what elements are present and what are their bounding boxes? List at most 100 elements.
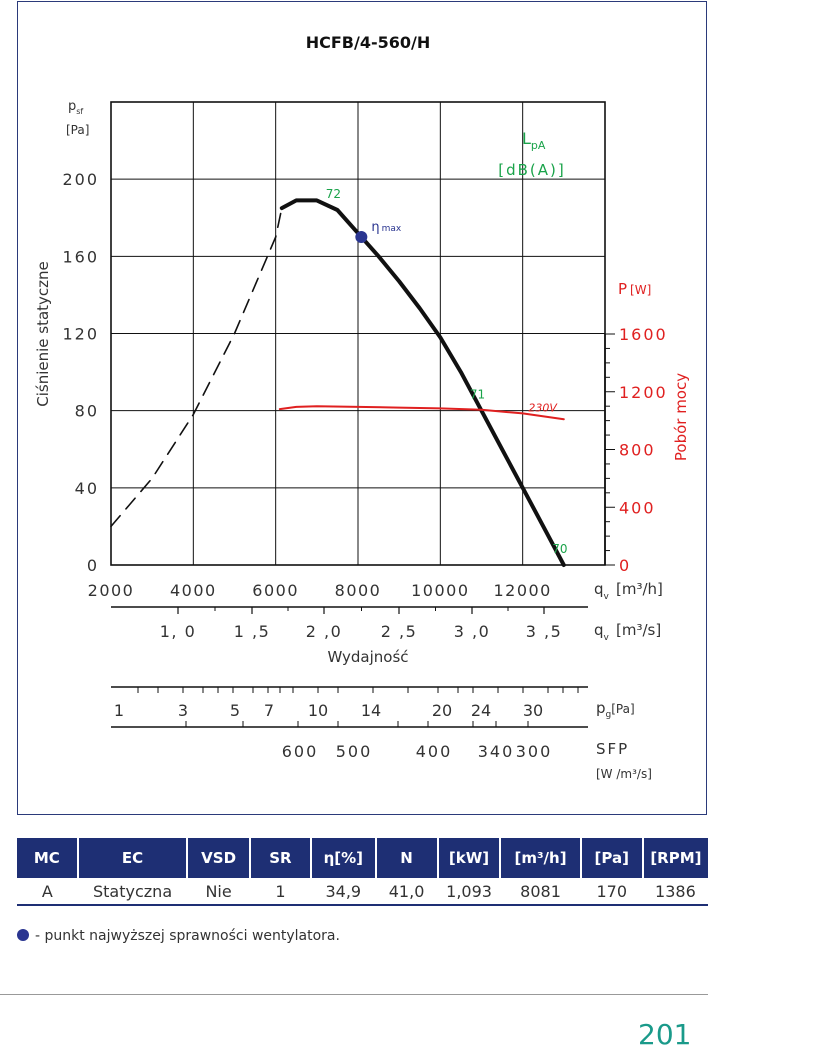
x-tick-label: 2000 — [88, 581, 135, 600]
table-cell: 34,9 — [311, 878, 376, 906]
table-cell: Nie — [187, 878, 250, 906]
lpa-point-label: 71 — [470, 388, 485, 402]
pg-axis-sub: g — [606, 710, 612, 720]
x2-tick-label: 2 ,5 — [381, 622, 418, 641]
x-tick-label: 12000 — [493, 581, 551, 600]
x-axis-symbol-letter: q — [594, 580, 604, 598]
p-tick-label: 0 — [619, 556, 631, 575]
p-axis-letter: P — [618, 280, 627, 298]
y-axis-symbol-sub: sf — [76, 107, 83, 116]
table-cell: Statyczna — [77, 878, 188, 906]
eta-max-label: η max — [371, 220, 402, 235]
sfp-tick-label: 600 — [282, 742, 319, 761]
x-tick-label: 8000 — [335, 581, 382, 600]
pg-axis-letter: p — [596, 699, 606, 717]
pg-tick-label: 5 — [230, 701, 240, 720]
pg-tick-label: 3 — [178, 701, 188, 720]
x2-axis-symbol-letter: q — [594, 621, 604, 639]
eta-max-marker: η max — [355, 220, 402, 244]
sfp-axis-unit: [W /m³/s] — [596, 767, 652, 781]
x-axis-unit-main: [m³/h] — [616, 580, 663, 598]
p-tick-label: 400 — [619, 498, 656, 517]
chart-frame: HCFB/4-560/H psf [Pa] Ciśnienie statyczn… — [17, 1, 707, 815]
sfp-axis-title: SFP — [596, 740, 629, 758]
legend-text: - punkt najwyższej sprawności wentylator… — [35, 928, 340, 944]
table-header-cell: N — [375, 838, 439, 878]
y-tick-label: 40 — [75, 479, 99, 498]
eta-max-point — [355, 231, 368, 244]
power-curve — [278, 405, 565, 421]
p-tick-label: 800 — [619, 441, 656, 460]
table-header-cell: VSD — [187, 838, 251, 878]
pg-tick-label: 7 — [264, 701, 274, 720]
table-header-cell: [Pa] — [580, 838, 644, 878]
sfp-tick-label: 400 — [416, 742, 453, 761]
y-axis-symbol-letter: p — [68, 99, 76, 114]
y-tick-label: 0 — [87, 556, 99, 575]
table-header-cell: MC — [17, 838, 79, 878]
sfp-tick-label: 500 — [336, 742, 373, 761]
stall-region-curve — [110, 207, 283, 528]
eta-max-dot-icon — [17, 929, 29, 941]
pg-tick-label: 1 — [114, 701, 124, 720]
x2-axis-symbol: qv — [594, 621, 610, 643]
power-curve-label: 230V — [528, 401, 558, 414]
x-tick-label: 6000 — [252, 581, 299, 600]
p-tick-label: 1600 — [619, 325, 668, 344]
y-tick-label: 200 — [62, 170, 99, 189]
pg-tick-label: 14 — [361, 701, 381, 720]
lpa-sub: pA — [531, 139, 546, 152]
spec-table: MC EC VSD SR η[%] N [kW] [m³/h] [Pa] [RPM] A Staty… — [17, 838, 708, 906]
legend: - punkt najwyższej sprawności wentylator… — [17, 928, 340, 944]
x2-axis-unit: [m³/s] — [616, 621, 661, 639]
grid-lines — [111, 102, 605, 565]
lpa-point-label: 72 — [326, 187, 341, 201]
table-cell: 1 — [249, 878, 312, 906]
table-header-cell: SR — [249, 838, 313, 878]
table-header-row: MC EC VSD SR η[%] N [kW] [m³/h] [Pa] [RPM] — [17, 838, 708, 878]
y-axis-unit: [Pa] — [66, 123, 89, 137]
x2-tick-label: 3 ,0 — [454, 622, 491, 641]
y-tick-label: 160 — [62, 247, 99, 266]
fan-curve-chart: HCFB/4-560/H psf [Pa] Ciśnienie statyczn… — [34, 33, 690, 781]
y-tick-labels: 0 40 80 120 160 200 — [62, 170, 99, 575]
table-header-cell: EC — [77, 838, 189, 878]
pg-axis-title: pg[Pa] — [596, 699, 635, 720]
x2-axis-symbol-sub: v — [604, 633, 610, 643]
x-axis-symbol: qv — [594, 580, 610, 602]
y-axis-label: Ciśnienie statyczne — [34, 261, 52, 407]
p-axis-label: Pobór mocy — [672, 373, 690, 461]
secondary-flow-axis: 1, 0 1 ,5 2 ,0 2 ,5 3 ,0 3 ,5 — [111, 606, 588, 641]
pg-tick-label: 24 — [471, 701, 491, 720]
x-tick-label: 10000 — [411, 581, 469, 600]
pg-axis-unit: [Pa] — [611, 702, 634, 716]
p-tick-labels: 0 400 800 1200 1600 — [604, 325, 668, 575]
x-tick-label: 4000 — [170, 581, 217, 600]
eta-max-letter: η — [371, 220, 379, 235]
lpa-point-label: 70 — [552, 542, 567, 556]
pg-tick-label: 10 — [308, 701, 328, 720]
table-cell: 1,093 — [437, 878, 501, 906]
x2-tick-label: 1, 0 — [160, 622, 197, 641]
y-tick-label: 80 — [75, 402, 99, 421]
series-curves: 230V — [110, 198, 566, 567]
dynamic-pressure-axis: 1 3 5 7 10 14 20 24 30 — [111, 686, 588, 720]
x2-tick-label: 3 ,5 — [526, 622, 563, 641]
x-axis-symbol-sub: v — [604, 592, 610, 602]
y-tick-label: 120 — [62, 325, 99, 344]
table-header-cell: η[%] — [311, 838, 377, 878]
table-cell: 8081 — [500, 878, 581, 906]
x-axis-label: Wydajność — [327, 648, 408, 666]
pg-tick-label: 30 — [523, 701, 543, 720]
x2-tick-label: 1 ,5 — [234, 622, 271, 641]
table-header-cell: [RPM] — [642, 838, 708, 878]
x2-tick-label: 2 ,0 — [306, 622, 343, 641]
lpa-label: LpA — [522, 129, 546, 152]
table-cell: A — [17, 878, 78, 906]
lpa-markers: 72 71 70 — [326, 187, 568, 556]
x-tick-labels: 2000 4000 6000 8000 10000 12000 — [88, 581, 551, 600]
p-tick-label: 1200 — [619, 383, 668, 402]
p-axis-unit: [W] — [630, 283, 651, 297]
table-header-cell: [m³/h] — [500, 838, 582, 878]
lpa-letter: L — [522, 129, 531, 148]
